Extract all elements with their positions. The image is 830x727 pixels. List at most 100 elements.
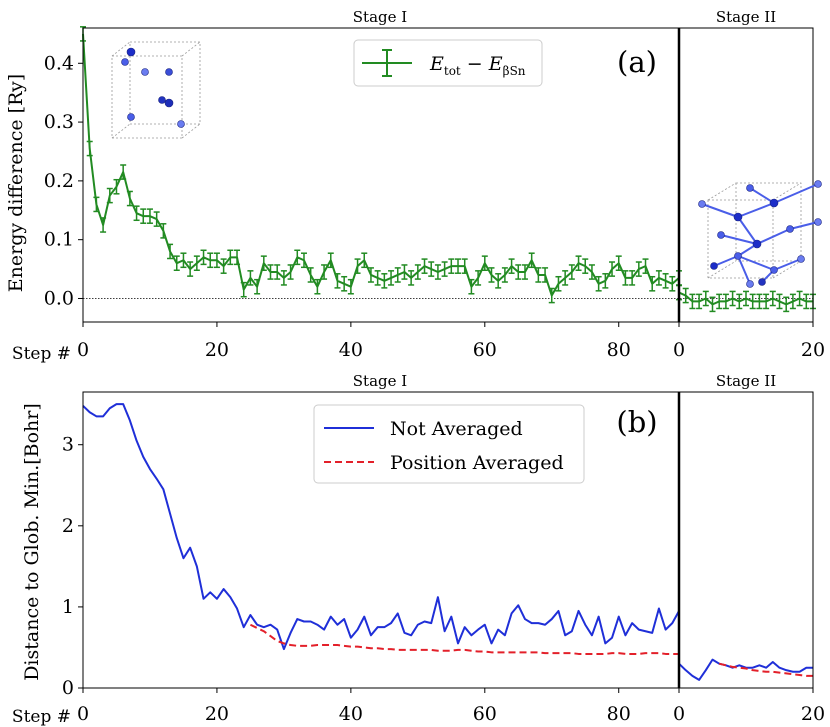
legend-not-averaged-label: Not Averaged: [390, 418, 523, 440]
panel-a-s2-xtick-label-0: 0: [673, 339, 685, 361]
inset-b-box-front: [707, 199, 774, 279]
inset-a-atom-4: [165, 68, 173, 76]
panel-b-ylabel: Distance to Glob. Min.[Bohr]: [21, 403, 43, 681]
legend-e2: E: [488, 53, 503, 75]
inset-a-atom-6: [164, 98, 174, 108]
panel-b-s2-xtick-label-1: 20: [801, 703, 825, 725]
inset-b-atom-10: [710, 262, 718, 270]
panel-a-s2-xtick-label-1: 20: [801, 339, 825, 361]
panel-b-stage2-label: Stage II: [716, 372, 776, 390]
panel-a-label: (a): [617, 45, 657, 79]
inset-b-edge-4: [772, 260, 802, 279]
panel-a-series-0-stage1-line: [82, 33, 680, 297]
inset-b-atom-2: [733, 212, 743, 222]
inset-b-atom-5: [814, 180, 822, 188]
inset-b-atom-7: [752, 239, 762, 249]
panel-a-data-layer: 0.0 0.1 0.2 0.3 0.4 0 20 40 60 80 0 20: [44, 26, 825, 361]
panel-a-series-0-stage2-line: [678, 291, 813, 306]
panel-b-label: (b): [616, 405, 657, 439]
inset-b-bond-2: [737, 202, 775, 218]
panel-a-ytick-label-1: 0.1: [44, 229, 74, 251]
inset-b-box-back: [735, 182, 802, 262]
inset-b-atom-8: [786, 225, 794, 233]
inset-b-bond-10: [737, 255, 775, 271]
legend-e1: E: [429, 53, 444, 75]
panel-b-step-label: Step #: [12, 707, 71, 727]
inset-b-atom-12: [770, 266, 778, 274]
panel-a-legend: Etot − EβSn: [353, 39, 543, 87]
panel-b-data-layer: 0 1 2 3 0 20 40 60 80 0 20: [62, 391, 825, 725]
inset-b-atom-3: [746, 184, 754, 192]
panel-a-legend-box: [353, 39, 543, 87]
legend-minus: −: [461, 53, 489, 75]
inset-a-atom-1: [126, 47, 136, 57]
inset-beta-sn-structure: [698, 180, 822, 288]
panel-a-legend-label: Etot − EβSn: [429, 53, 526, 78]
panel-a-ytick-label-0: 0.0: [44, 287, 74, 309]
inset-b-bond-6: [756, 228, 791, 245]
inset-b-atom-15: [746, 280, 754, 288]
inset-a-box-front: [111, 55, 183, 139]
inset-a-edge-3: [111, 123, 131, 139]
panel-b-s1-xtick-label-3: 60: [473, 703, 497, 725]
inset-a-edge-4: [181, 123, 201, 139]
legend-sub2: βSn: [503, 64, 526, 78]
inset-b-atom-13: [797, 255, 805, 263]
panel-a-s1-xtick-label-4: 80: [607, 339, 631, 361]
panel-a: 0.0 0.1 0.2 0.3 0.4 0 20 40 60 80 0 20 Stage I Stag…: [5, 8, 825, 364]
panel-b-legend: Not Averaged Position Averaged: [313, 404, 585, 484]
panel-b-ytick-label-3: 3: [62, 434, 74, 456]
panel-b-series-1-stage1-line: [249, 623, 679, 655]
panel-a-ylabel: Energy difference [Ry]: [5, 74, 27, 292]
inset-a-edge-2: [181, 41, 201, 57]
inset-b-bond-4: [773, 183, 819, 204]
panel-b-legend-box: [313, 404, 585, 484]
panel-b-s1-xtick-label-0: 0: [77, 703, 89, 725]
panel-b-s1-xtick-label-1: 20: [205, 703, 229, 725]
panel-b-ytick-label-0: 0: [62, 677, 74, 699]
inset-a-box-back: [129, 41, 201, 125]
panel-a-s1-xtick-label-1: 20: [205, 339, 229, 361]
panel-b: 0 1 2 3 0 20 40 60 80 0 20 Stage I Stage II (b) Di…: [12, 372, 825, 727]
inset-b-bond-5: [720, 234, 758, 245]
panel-b-s1-xtick-label-4: 80: [607, 703, 631, 725]
panel-a-s1-xtick-label-0: 0: [77, 339, 89, 361]
inset-b-edge-3: [707, 260, 737, 279]
inset-b-edge-2: [772, 182, 802, 201]
panel-b-series-0-stage2-line: [678, 658, 813, 681]
panel-a-s1-xtick-label-3: 60: [473, 339, 497, 361]
panel-a-stage1-label: Stage I: [353, 8, 407, 26]
legend-sub1: tot: [444, 64, 461, 78]
inset-b-bond-7: [789, 221, 819, 230]
inset-a-atom-8: [177, 120, 185, 128]
inset-b-edge-1: [707, 182, 737, 201]
panel-a-ytick-label-4: 0.4: [44, 52, 74, 74]
inset-b-atom-6: [717, 231, 725, 239]
panel-b-series-1-stage2-line: [718, 662, 813, 677]
panel-b-series-0-stage1-line: [82, 403, 680, 651]
inset-b-bond-1: [701, 203, 739, 218]
inset-b-atom-9: [814, 218, 822, 226]
inset-b-bond-14: [737, 255, 751, 285]
panel-b-ytick-label-2: 2: [62, 515, 74, 537]
inset-a-atom-2: [121, 58, 129, 66]
inset-a-atom-3: [141, 68, 149, 76]
inset-disordered-structure: [111, 41, 201, 139]
panel-a-s1-xtick-label-2: 40: [339, 339, 363, 361]
inset-a-atom-7: [127, 113, 135, 121]
panel-a-step-label: Step #: [12, 344, 71, 364]
inset-b-bond-8: [737, 216, 758, 245]
inset-a-atom-5: [158, 96, 166, 104]
panel-b-stage1-label: Stage I: [353, 372, 407, 390]
inset-b-atom-1: [698, 200, 706, 208]
panel-a-plot-frame: [82, 27, 814, 323]
panel-b-ytick-label-1: 1: [62, 596, 74, 618]
inset-b-atom-11: [734, 252, 742, 260]
inset-b-atom-4: [769, 198, 779, 208]
legend-position-averaged-label: Position Averaged: [390, 452, 564, 474]
panel-b-plot-frame: [82, 391, 814, 689]
inset-b-bond-3: [749, 187, 775, 204]
panel-a-ytick-label-3: 0.3: [44, 111, 74, 133]
panel-a-ytick-label-2: 0.2: [44, 170, 74, 192]
